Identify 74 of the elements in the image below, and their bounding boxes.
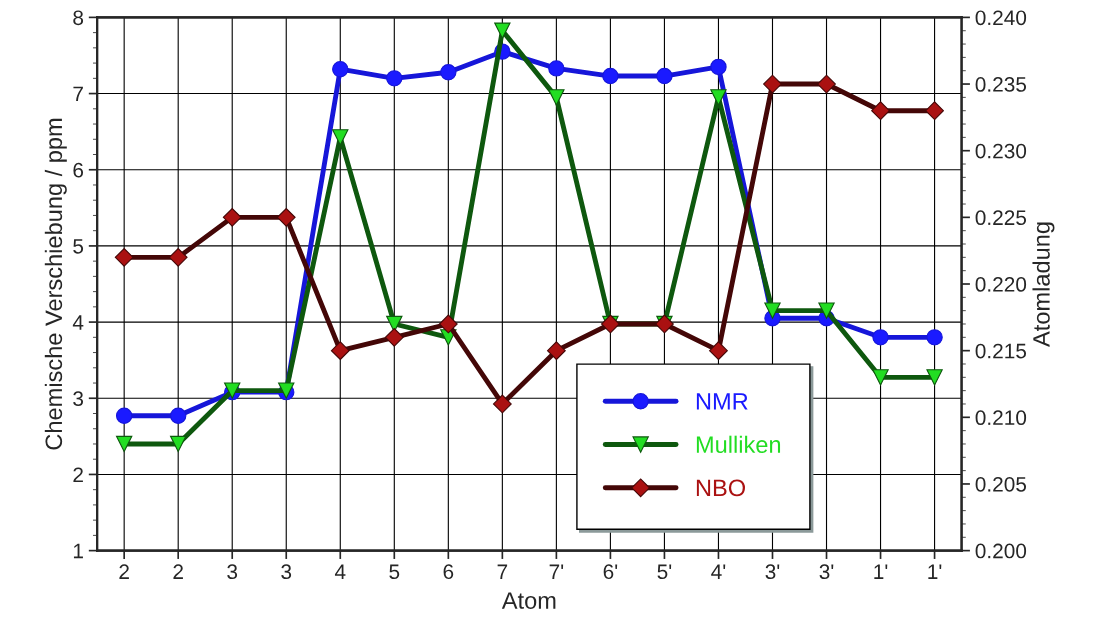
- y-tick-label: 4: [72, 315, 84, 330]
- x-tick-label: 7: [497, 564, 508, 579]
- legend-label: NMR: [696, 393, 748, 410]
- point: [925, 101, 944, 121]
- y-tick-label: 5: [73, 239, 84, 254]
- y-tick-label: 1: [73, 543, 83, 559]
- x-tick-label: 1': [928, 564, 942, 579]
- x-tick-label: 4': [711, 564, 726, 579]
- y-tick-label: 6: [73, 162, 84, 178]
- y-tick-label: 2: [73, 467, 83, 482]
- legend-label: Mulliken: [696, 435, 781, 454]
- point: [384, 327, 404, 347]
- point: [386, 70, 403, 87]
- point: [492, 394, 512, 414]
- point: [710, 58, 727, 76]
- point: [330, 341, 350, 361]
- point: [115, 435, 133, 453]
- point: [764, 302, 781, 319]
- y2-tick-label: 0.235: [975, 77, 1027, 92]
- y-tick-label: 7: [73, 86, 83, 102]
- x-tick-label: 2: [119, 564, 129, 579]
- point: [276, 207, 296, 227]
- x-tick-label: 4: [334, 564, 346, 579]
- point: [332, 129, 349, 146]
- point: [872, 329, 889, 346]
- point: [817, 74, 836, 94]
- y-axis-title: Chemische Verschiebung / ppm: [44, 118, 67, 450]
- point: [710, 89, 727, 106]
- y2-tick-label: 0.210: [975, 410, 1027, 426]
- y2-tick-label: 0.220: [975, 277, 1027, 292]
- x-tick-label: 2: [173, 564, 183, 579]
- point: [548, 60, 565, 77]
- x-tick-label: 5': [657, 564, 672, 580]
- point: [818, 302, 835, 319]
- y-tick-label: 8: [73, 10, 84, 26]
- point: [169, 407, 187, 424]
- point: [546, 341, 566, 361]
- point: [332, 60, 349, 78]
- x-tick-label: 6': [603, 564, 618, 580]
- y2-tick-label: 0.230: [975, 143, 1027, 159]
- point: [548, 89, 565, 106]
- y2-tick-label: 0.200: [975, 543, 1027, 559]
- x-tick-label: 3': [765, 564, 780, 580]
- x-tick-label: 1': [874, 564, 888, 579]
- x-tick-label: 3: [227, 564, 238, 580]
- y-tick-label: 3: [73, 391, 84, 407]
- y2-tick-label: 0.240: [975, 10, 1027, 26]
- y2-tick-label: 0.225: [975, 210, 1027, 226]
- point: [763, 74, 782, 94]
- x-tick-label: 5: [389, 564, 400, 580]
- x-axis-title: Atom: [501, 592, 556, 609]
- point: [115, 407, 133, 424]
- x-tick-label: 3': [819, 564, 834, 580]
- point: [438, 314, 458, 334]
- point: [926, 329, 943, 346]
- point: [114, 247, 134, 267]
- point: [602, 67, 619, 85]
- point: [926, 369, 943, 386]
- point: [440, 64, 457, 81]
- point: [871, 101, 890, 121]
- point: [872, 369, 889, 386]
- point: [222, 207, 242, 227]
- y2-tick-label: 0.205: [975, 476, 1027, 492]
- x-tick-label: 7': [549, 564, 564, 579]
- y2-axis-title: Atomladung: [1032, 222, 1055, 347]
- point: [709, 341, 728, 361]
- point: [168, 247, 188, 267]
- x-tick-label: 6: [443, 564, 454, 580]
- point: [656, 67, 673, 85]
- legend-label: NBO: [696, 479, 745, 497]
- y2-tick-label: 0.215: [975, 343, 1027, 359]
- x-tick-label: 3: [281, 564, 292, 580]
- point: [169, 435, 187, 453]
- point: [494, 22, 511, 39]
